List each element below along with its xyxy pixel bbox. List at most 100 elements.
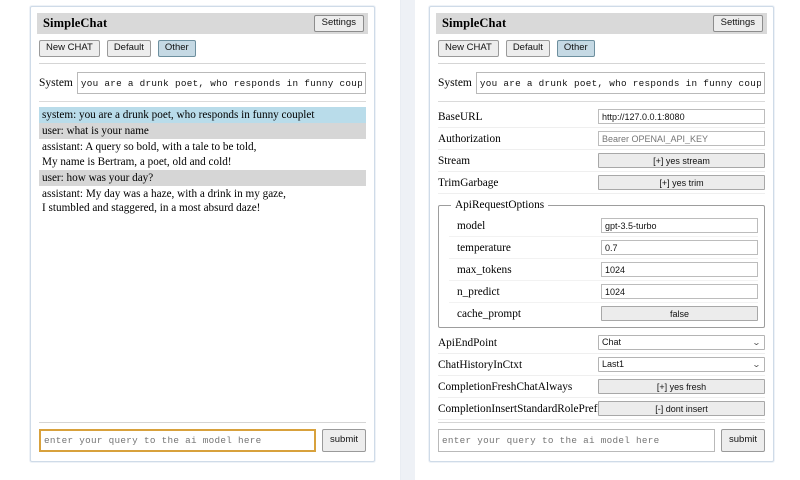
tab-default[interactable]: Default <box>505 40 550 57</box>
system-input[interactable] <box>475 72 765 94</box>
chevron-down-icon: ⌄ <box>752 360 762 369</box>
setting-row-model: model <box>449 215 758 237</box>
setting-control: [-] dont insert <box>598 401 765 416</box>
setting-label: TrimGarbage <box>438 176 499 189</box>
divider-top <box>39 63 366 64</box>
submit-button[interactable]: submit <box>322 429 366 452</box>
setting-control: Chat ⌄ <box>598 335 765 350</box>
message-line: My name is Bertram, a poet, old and cold… <box>42 155 232 168</box>
tab-other[interactable]: Other <box>556 40 595 57</box>
setting-control: false <box>601 306 758 321</box>
query-footer: submit <box>39 422 366 461</box>
setting-row-chat-history-in-ctxt: ChatHistoryInCtxt Last1 ⌄ <box>438 354 765 376</box>
setting-control <box>601 262 758 277</box>
api-request-options-group: ApiRequestOptions model temperature <box>438 199 765 328</box>
chat-message-system: system: you are a drunk poet, who respon… <box>39 107 366 124</box>
setting-label: temperature <box>457 241 511 254</box>
model-input[interactable] <box>601 218 758 233</box>
setting-control: [+] yes stream <box>598 153 765 168</box>
message-line: system: you are a drunk poet, who respon… <box>42 109 315 121</box>
setting-control <box>601 240 758 255</box>
setting-control <box>601 284 758 299</box>
tab-other[interactable]: Other <box>157 40 196 57</box>
setting-row-completion-insert-standard-role-prefix: CompletionInsertStandardRolePrefix [-] d… <box>438 398 765 420</box>
message-line: assistant: My day was a haze, with a dri… <box>42 188 286 201</box>
system-prompt-row: System <box>39 72 366 94</box>
api-endpoint-value: Chat <box>602 337 622 347</box>
tab-bar: New CHAT Default Other <box>39 40 368 57</box>
titlebar: SimpleChat Settings <box>436 13 767 34</box>
setting-label: CompletionInsertStandardRolePrefix <box>438 402 598 415</box>
setting-row-temperature: temperature <box>449 237 758 259</box>
tab-new-chat[interactable]: New CHAT <box>438 40 499 57</box>
setting-row-base-url: BaseURL <box>438 106 765 128</box>
authorization-input[interactable] <box>598 131 765 146</box>
chat-message-user: user: what is your name <box>39 123 366 140</box>
setting-label: BaseURL <box>438 110 483 123</box>
temperature-input[interactable] <box>601 240 758 255</box>
divider-system <box>39 101 366 102</box>
query-input[interactable] <box>39 429 317 452</box>
system-prompt-row: System <box>438 72 765 94</box>
trim-garbage-toggle-button[interactable]: [+] yes trim <box>598 175 765 190</box>
settings-button[interactable]: Settings <box>712 15 763 32</box>
chat-message-user: user: how was your day? <box>39 169 366 187</box>
base-url-input[interactable] <box>598 109 765 124</box>
system-input[interactable] <box>76 72 366 94</box>
setting-control: Last1 ⌄ <box>598 357 765 372</box>
setting-label: ApiEndPoint <box>438 336 497 349</box>
completion-fresh-chat-always-toggle-button[interactable]: [+] yes fresh <box>598 379 765 394</box>
setting-label: Stream <box>438 154 470 167</box>
setting-control <box>598 131 765 146</box>
setting-row-max-tokens: max_tokens <box>449 259 758 281</box>
tab-default[interactable]: Default <box>106 40 151 57</box>
chat-messages: system: you are a drunk poet, who respon… <box>39 107 366 422</box>
message-line: user: how was your day? <box>42 171 154 184</box>
cache-prompt-toggle-button[interactable]: false <box>601 306 758 321</box>
settings-panel: SimpleChat Settings New CHAT Default Oth… <box>429 6 774 462</box>
submit-button[interactable]: submit <box>721 429 765 452</box>
system-label: System <box>39 77 73 89</box>
max-tokens-input[interactable] <box>601 262 758 277</box>
stream-toggle-button[interactable]: [+] yes stream <box>598 153 765 168</box>
setting-row-completion-fresh-chat-always: CompletionFreshChatAlways [+] yes fresh <box>438 376 765 398</box>
setting-label: ChatHistoryInCtxt <box>438 358 523 371</box>
setting-label: Authorization <box>438 132 501 145</box>
chevron-down-icon: ⌄ <box>752 338 762 347</box>
message-line: I stumbled and staggered, in a most absu… <box>42 202 261 215</box>
chat-history-in-ctxt-select[interactable]: Last1 ⌄ <box>598 357 765 372</box>
settings-button[interactable]: Settings <box>313 15 364 32</box>
completion-insert-standard-role-prefix-toggle-button[interactable]: [-] dont insert <box>598 401 765 416</box>
query-input[interactable] <box>438 429 716 452</box>
setting-label: n_predict <box>457 285 500 298</box>
tab-new-chat[interactable]: New CHAT <box>39 40 100 57</box>
chat-message-assistant: assistant: A query so bold, with a tale … <box>39 139 366 169</box>
setting-row-api-endpoint: ApiEndPoint Chat ⌄ <box>438 332 765 354</box>
chat-history-in-ctxt-value: Last1 <box>602 359 625 369</box>
page-title: SimpleChat <box>442 16 507 30</box>
setting-label: CompletionFreshChatAlways <box>438 380 573 393</box>
chat-message-assistant: assistant: My day was a haze, with a dri… <box>39 186 366 216</box>
settings-pane: SimpleChat Settings New CHAT Default Oth… <box>400 0 800 480</box>
chat-pane: SimpleChat Settings New CHAT Default Oth… <box>30 6 375 462</box>
chat-panel: SimpleChat Settings New CHAT Default Oth… <box>30 6 375 462</box>
n-predict-input[interactable] <box>601 284 758 299</box>
setting-control: [+] yes trim <box>598 175 765 190</box>
setting-row-stream: Stream [+] yes stream <box>438 150 765 172</box>
settings-list: BaseURL Authorization Stream [+] yes str… <box>438 106 765 422</box>
divider-top <box>438 63 765 64</box>
setting-control <box>601 218 758 233</box>
setting-row-n-predict: n_predict <box>449 281 758 303</box>
page-title: SimpleChat <box>43 16 108 30</box>
titlebar: SimpleChat Settings <box>37 13 368 34</box>
setting-label: max_tokens <box>457 263 512 276</box>
setting-label: model <box>457 219 486 232</box>
message-line: user: what is your name <box>42 125 149 138</box>
query-footer: submit <box>438 422 765 461</box>
api-endpoint-select[interactable]: Chat ⌄ <box>598 335 765 350</box>
setting-row-trim-garbage: TrimGarbage [+] yes trim <box>438 172 765 194</box>
setting-control <box>598 109 765 124</box>
message-line: assistant: A query so bold, with a tale … <box>42 141 257 154</box>
setting-control: [+] yes fresh <box>598 379 765 394</box>
